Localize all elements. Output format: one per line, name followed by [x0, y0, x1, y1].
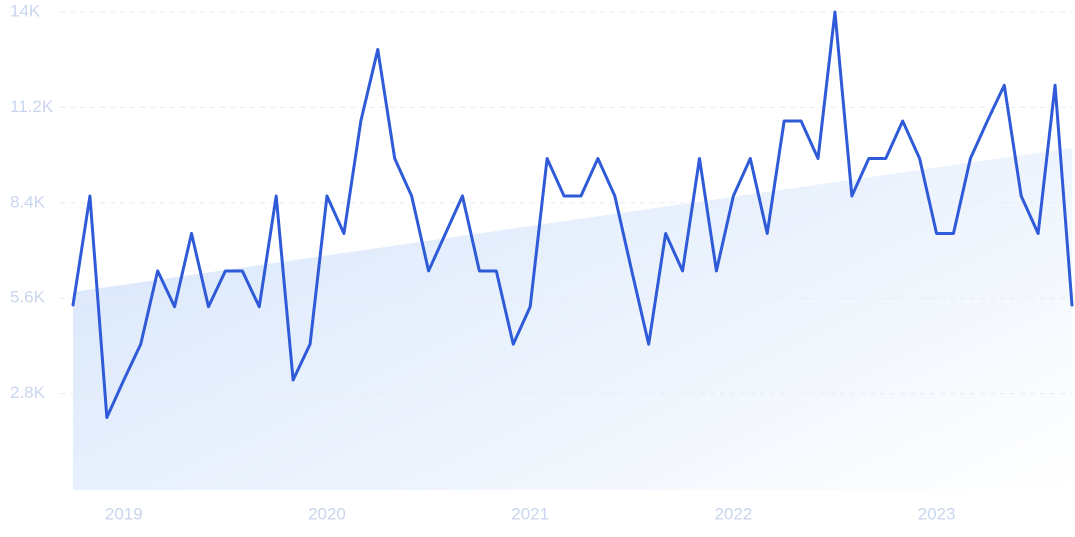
y-tick-label: 11.2K [10, 97, 54, 116]
y-tick-label: 2.8K [10, 383, 46, 402]
x-tick-label: 2023 [918, 504, 956, 523]
y-tick-label: 14K [10, 1, 41, 20]
x-tick-label: 2021 [511, 504, 549, 523]
line [71, 10, 1074, 419]
trend-area [73, 148, 1072, 490]
y-tick-label: 8.4K [10, 192, 46, 211]
x-tick-label: 2022 [714, 504, 752, 523]
x-tick-label: 2019 [105, 504, 143, 523]
y-tick-label: 5.6K [10, 288, 46, 307]
x-tick-label: 2020 [308, 504, 346, 523]
